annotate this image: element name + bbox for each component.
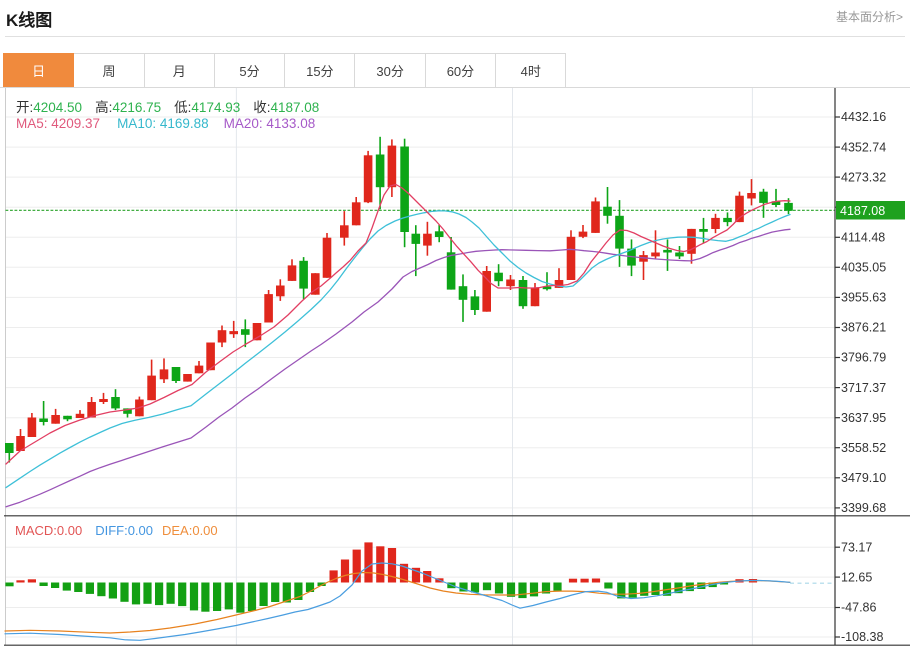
svg-text:73.17: 73.17 xyxy=(841,540,872,554)
svg-text:3955.63: 3955.63 xyxy=(841,291,886,305)
svg-text:4352.74: 4352.74 xyxy=(841,140,886,154)
svg-text:4114.48: 4114.48 xyxy=(841,231,885,245)
svg-text:3796.79: 3796.79 xyxy=(841,351,886,365)
svg-text:12.65: 12.65 xyxy=(841,570,872,584)
svg-text:3876.21: 3876.21 xyxy=(841,321,886,335)
svg-text:3717.37: 3717.37 xyxy=(841,381,886,395)
svg-text:-47.86: -47.86 xyxy=(841,601,876,615)
svg-text:4273.32: 4273.32 xyxy=(841,170,886,184)
svg-text:3479.10: 3479.10 xyxy=(841,471,886,485)
svg-text:4035.05: 4035.05 xyxy=(841,261,886,275)
svg-text:-108.38: -108.38 xyxy=(841,630,883,644)
svg-text:3399.68: 3399.68 xyxy=(841,501,886,515)
svg-text:3558.52: 3558.52 xyxy=(841,441,886,455)
svg-text:3637.95: 3637.95 xyxy=(841,411,886,425)
svg-text:4432.16: 4432.16 xyxy=(841,110,886,124)
svg-text:4187.08: 4187.08 xyxy=(840,204,885,218)
